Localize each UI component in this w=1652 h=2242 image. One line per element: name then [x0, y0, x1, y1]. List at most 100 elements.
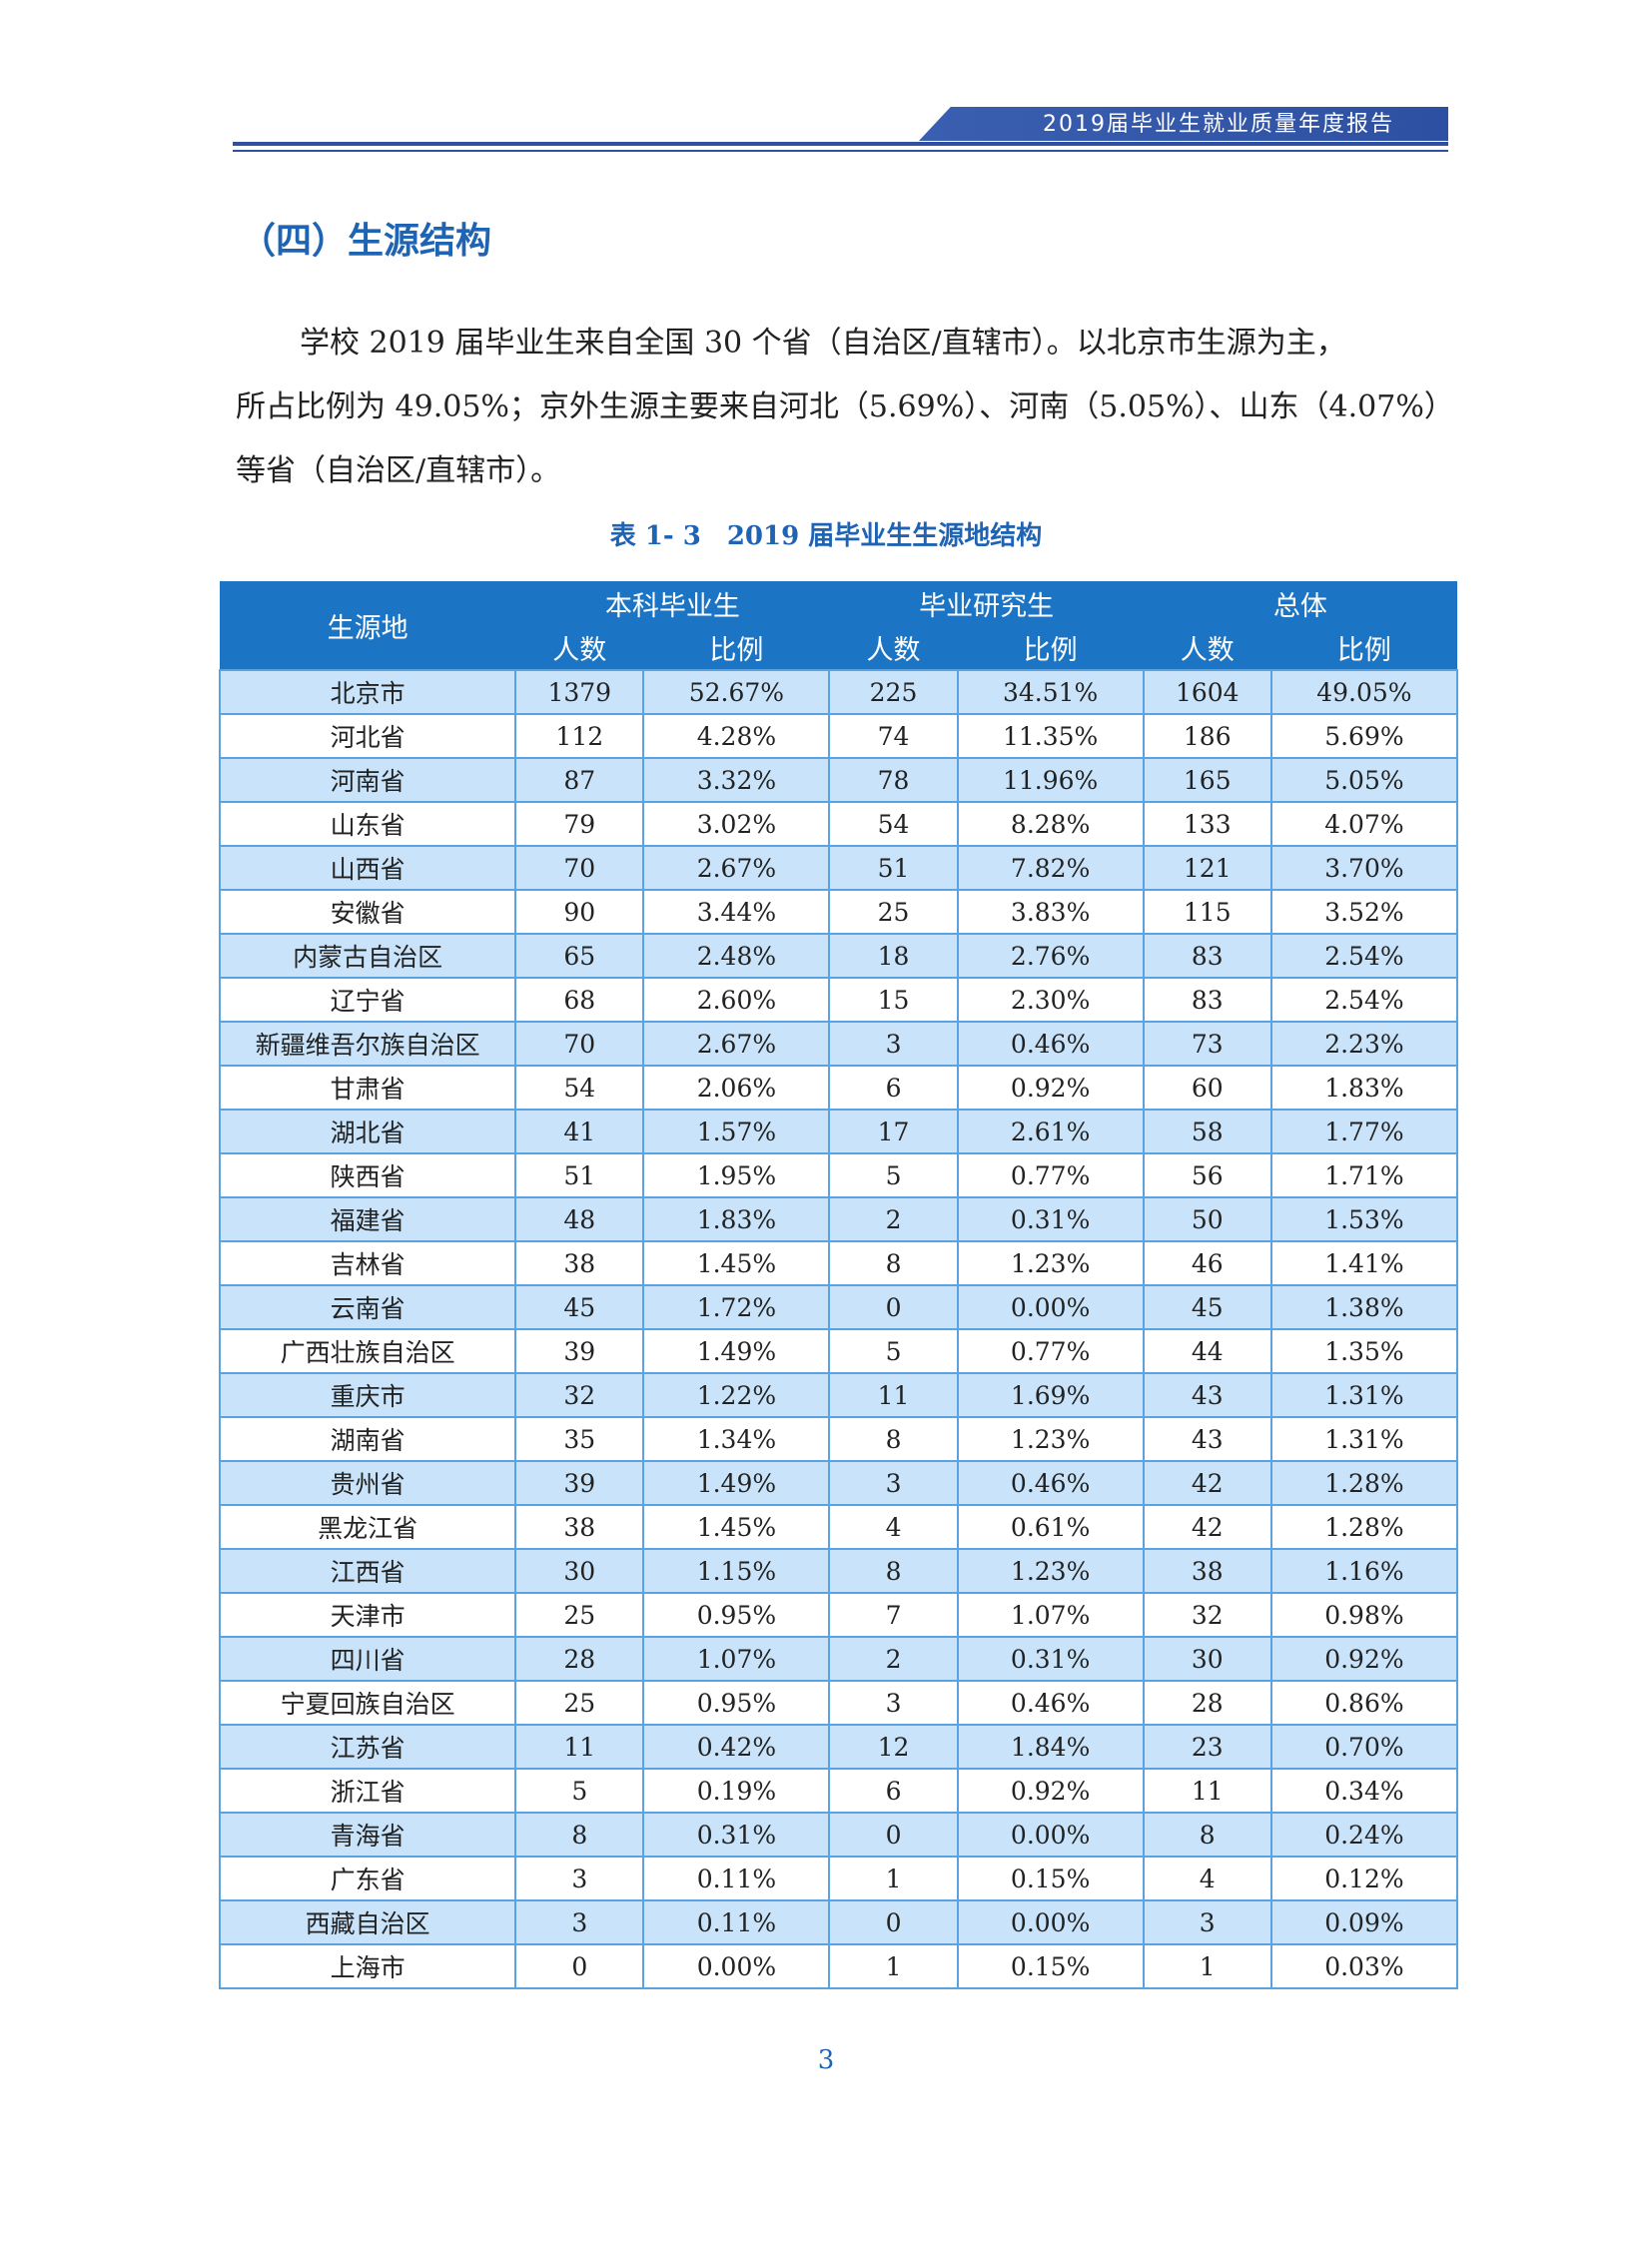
origin-cell: 福建省 [218, 1196, 517, 1242]
undergrad-count-cell: 70 [514, 1021, 645, 1067]
total-ratio-cell: 0.09% [1269, 1899, 1459, 1945]
table-row: 山东省 79 3.02% 54 8.28% 133 4.07% [218, 801, 1459, 847]
total-count-cell: 186 [1142, 713, 1272, 759]
table-row: 湖南省 35 1.34% 8 1.23% 43 1.31% [218, 1416, 1459, 1462]
table-body: 北京市 1379 52.67% 225 34.51% 1604 49.05% 河北省 112 4.… [218, 669, 1459, 1989]
graduate-ratio-cell: 1.07% [956, 1592, 1145, 1638]
origin-cell: 安徽省 [218, 889, 517, 935]
section-title: （四）生源结构 [240, 221, 492, 262]
graduate-ratio-cell: 0.15% [956, 1943, 1145, 1989]
graduate-count-cell: 7 [828, 1592, 959, 1638]
graduate-count-cell: 1 [828, 1856, 959, 1901]
graduate-ratio-cell: 0.31% [956, 1636, 1145, 1682]
total-count-cell: 133 [1142, 801, 1272, 847]
graduate-ratio-cell: 0.15% [956, 1856, 1145, 1901]
table-row: 北京市 1379 52.67% 225 34.51% 1604 49.05% [218, 669, 1459, 715]
header-ratio: 比例 [957, 625, 1144, 670]
undergrad-ratio-cell: 4.28% [642, 713, 831, 759]
undergrad-count-cell: 25 [514, 1592, 645, 1638]
undergrad-ratio-cell: 1.15% [642, 1548, 831, 1594]
total-count-cell: 73 [1142, 1021, 1272, 1067]
table-row: 甘肃省 54 2.06% 6 0.92% 60 1.83% [218, 1065, 1459, 1111]
graduate-count-cell: 0 [828, 1812, 959, 1858]
graduate-count-cell: 225 [828, 669, 959, 715]
table-row: 安徽省 90 3.44% 25 3.83% 115 3.52% [218, 889, 1459, 935]
origin-cell: 辽宁省 [218, 977, 517, 1023]
total-ratio-cell: 1.35% [1269, 1328, 1459, 1374]
table-row: 四川省 28 1.07% 2 0.31% 30 0.92% [218, 1636, 1459, 1682]
total-ratio-cell: 1.83% [1269, 1065, 1459, 1111]
undergrad-ratio-cell: 1.72% [642, 1284, 831, 1330]
table-row: 湖北省 41 1.57% 17 2.61% 58 1.77% [218, 1109, 1459, 1154]
table-row: 上海市 0 0.00% 1 0.15% 1 0.03% [218, 1943, 1459, 1989]
undergrad-count-cell: 90 [514, 889, 645, 935]
total-ratio-cell: 1.77% [1269, 1109, 1459, 1154]
origin-cell: 云南省 [218, 1284, 517, 1330]
total-ratio-cell: 0.34% [1269, 1768, 1459, 1814]
table-row: 黑龙江省 38 1.45% 4 0.61% 42 1.28% [218, 1504, 1459, 1550]
graduate-count-cell: 74 [828, 713, 959, 759]
graduate-count-cell: 15 [828, 977, 959, 1023]
graduate-count-cell: 3 [828, 1021, 959, 1067]
origin-cell: 上海市 [218, 1943, 517, 1989]
table-row: 云南省 45 1.72% 0 0.00% 45 1.38% [218, 1284, 1459, 1330]
total-ratio-cell: 1.31% [1269, 1372, 1459, 1418]
origin-cell: 黑龙江省 [218, 1504, 517, 1550]
graduate-ratio-cell: 0.92% [956, 1065, 1145, 1111]
total-count-cell: 58 [1142, 1109, 1272, 1154]
undergrad-ratio-cell: 52.67% [642, 669, 831, 715]
total-count-cell: 115 [1142, 889, 1272, 935]
graduate-count-cell: 51 [828, 845, 959, 891]
graduate-count-cell: 0 [828, 1284, 959, 1330]
table-row: 江西省 30 1.15% 8 1.23% 38 1.16% [218, 1548, 1459, 1594]
total-count-cell: 1 [1142, 1943, 1272, 1989]
total-count-cell: 42 [1142, 1504, 1272, 1550]
header-total: 总体 [1143, 581, 1457, 625]
origin-cell: 甘肃省 [218, 1065, 517, 1111]
undergrad-ratio-cell: 1.22% [642, 1372, 831, 1418]
undergrad-count-cell: 38 [514, 1504, 645, 1550]
header-rule-thin [233, 150, 1448, 152]
total-ratio-cell: 3.70% [1269, 845, 1459, 891]
undergrad-ratio-cell: 0.11% [642, 1856, 831, 1901]
origin-cell: 广西壮族自治区 [218, 1328, 517, 1374]
graduate-ratio-cell: 1.69% [956, 1372, 1145, 1418]
undergrad-count-cell: 51 [514, 1152, 645, 1198]
undergrad-ratio-cell: 2.06% [642, 1065, 831, 1111]
undergrad-count-cell: 68 [514, 977, 645, 1023]
table-row: 贵州省 39 1.49% 3 0.46% 42 1.28% [218, 1460, 1459, 1506]
undergrad-ratio-cell: 1.83% [642, 1196, 831, 1242]
total-count-cell: 43 [1142, 1416, 1272, 1462]
table-row: 宁夏回族自治区 25 0.95% 3 0.46% 28 0.86% [218, 1680, 1459, 1726]
header-title: 2019届毕业生就业质量年度报告 [1043, 112, 1394, 137]
graduate-ratio-cell: 2.30% [956, 977, 1145, 1023]
undergrad-count-cell: 30 [514, 1548, 645, 1594]
total-count-cell: 83 [1142, 933, 1272, 979]
header-count: 人数 [515, 625, 644, 670]
origin-cell: 山西省 [218, 845, 517, 891]
graduate-ratio-cell: 11.35% [956, 713, 1145, 759]
table-row: 福建省 48 1.83% 2 0.31% 50 1.53% [218, 1196, 1459, 1242]
undergrad-ratio-cell: 1.57% [642, 1109, 831, 1154]
origin-cell: 重庆市 [218, 1372, 517, 1418]
graduate-ratio-cell: 0.31% [956, 1196, 1145, 1242]
total-ratio-cell: 3.52% [1269, 889, 1459, 935]
origin-cell: 江苏省 [218, 1724, 517, 1770]
undergrad-count-cell: 54 [514, 1065, 645, 1111]
graduate-ratio-cell: 2.61% [956, 1109, 1145, 1154]
total-count-cell: 60 [1142, 1065, 1272, 1111]
total-ratio-cell: 2.54% [1269, 977, 1459, 1023]
total-ratio-cell: 5.05% [1269, 757, 1459, 803]
total-count-cell: 56 [1142, 1152, 1272, 1198]
undergrad-count-cell: 39 [514, 1328, 645, 1374]
undergrad-count-cell: 28 [514, 1636, 645, 1682]
table-caption: 表 1- 3 2019 届毕业生生源地结构 [609, 521, 1043, 551]
graduate-count-cell: 54 [828, 801, 959, 847]
graduate-count-cell: 2 [828, 1636, 959, 1682]
total-ratio-cell: 0.70% [1269, 1724, 1459, 1770]
table-row: 江苏省 11 0.42% 12 1.84% 23 0.70% [218, 1724, 1459, 1770]
header-graduate: 毕业研究生 [829, 581, 1144, 625]
graduate-ratio-cell: 0.92% [956, 1768, 1145, 1814]
undergrad-ratio-cell: 1.07% [642, 1636, 831, 1682]
origin-cell: 陕西省 [218, 1152, 517, 1198]
